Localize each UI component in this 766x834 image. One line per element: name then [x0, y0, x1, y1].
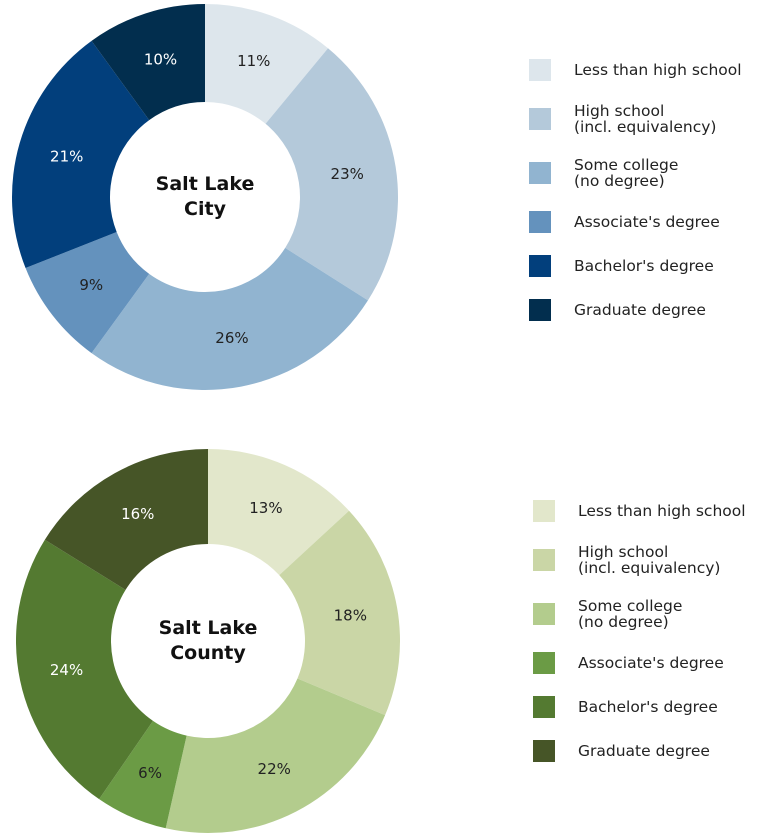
legend-item: Bachelor's degree [529, 255, 742, 277]
legend-label: Graduate degree [578, 742, 710, 760]
legend: Less than high school High school (incl. … [529, 59, 742, 321]
slice [91, 4, 205, 121]
legend-item: Bachelor's degree [533, 696, 746, 718]
legend-label: Graduate degree [574, 301, 706, 319]
legend-item: Associate's degree [533, 652, 746, 674]
value-label: 23% [331, 165, 364, 183]
legend-label: Bachelor's degree [574, 257, 714, 275]
value-label: 10% [144, 51, 177, 69]
legend-item: Less than high school [533, 500, 746, 522]
value-label: 22% [258, 760, 291, 778]
slice [25, 231, 150, 354]
legend-swatch [533, 500, 555, 522]
slice [208, 449, 350, 576]
legend-swatch [533, 652, 555, 674]
value-label: 24% [50, 661, 83, 679]
slice [205, 4, 329, 124]
legend-item: Graduate degree [533, 740, 746, 762]
value-label: 26% [215, 329, 248, 347]
value-label: 18% [334, 606, 367, 624]
slice [16, 539, 153, 800]
legend-swatch [533, 603, 555, 625]
legend-item: Some college (no degree) [529, 157, 742, 189]
legend-label: High school (incl. equivalency) [574, 102, 717, 136]
legend-label: Less than high school [574, 61, 742, 79]
slice [44, 449, 208, 590]
slice [12, 40, 150, 269]
legend-label: Associate's degree [574, 213, 720, 231]
legend-label: Some college (no degree) [574, 156, 679, 190]
value-label: 21% [50, 147, 83, 165]
slice [279, 510, 400, 716]
legend-label: Bachelor's degree [578, 698, 718, 716]
legend-label: Some college (no degree) [578, 597, 683, 631]
value-label: 13% [249, 499, 282, 517]
center-label: Salt Lake City [155, 173, 255, 220]
slice [91, 247, 368, 390]
legend-swatch [529, 255, 551, 277]
slice [165, 678, 386, 834]
value-label: 16% [121, 505, 154, 523]
center-label: Salt Lake County [158, 617, 258, 664]
legend-item: Graduate degree [529, 299, 742, 321]
legend-item: Less than high school [529, 59, 742, 81]
slice [99, 720, 187, 829]
legend-swatch [533, 696, 555, 718]
legend-swatch [529, 299, 551, 321]
value-label: 9% [79, 276, 103, 294]
legend-swatch [529, 108, 551, 130]
legend-swatch [533, 549, 555, 571]
legend-swatch [529, 211, 551, 233]
legend-swatch [533, 740, 555, 762]
legend-item: Associate's degree [529, 211, 742, 233]
legend-item: Some college (no degree) [533, 598, 746, 630]
value-label: 11% [237, 52, 270, 70]
legend: Less than high school High school (incl. … [533, 500, 746, 762]
value-label: 6% [138, 764, 162, 782]
legend-swatch [529, 59, 551, 81]
legend-item: High school (incl. equivalency) [533, 544, 746, 576]
legend-label: High school (incl. equivalency) [578, 543, 721, 577]
legend-swatch [529, 162, 551, 184]
slice [265, 48, 398, 301]
legend-label: Less than high school [578, 502, 746, 520]
legend-item: High school (incl. equivalency) [529, 103, 742, 135]
legend-label: Associate's degree [578, 654, 724, 672]
